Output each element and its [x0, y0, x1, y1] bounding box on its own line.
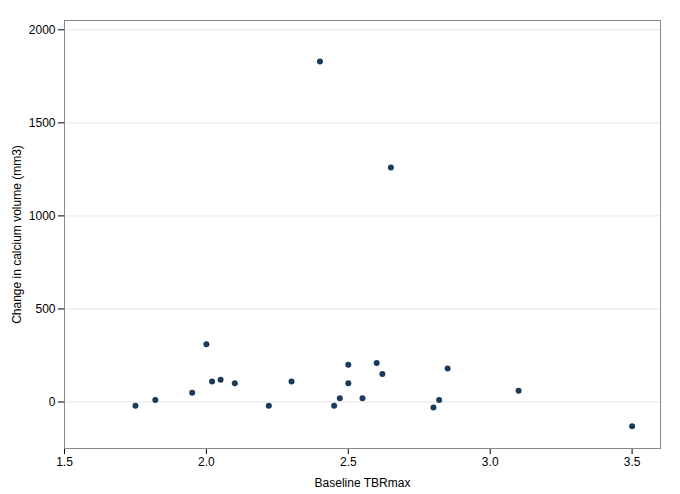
svg-text:0: 0 — [49, 395, 56, 409]
svg-text:2.0: 2.0 — [198, 455, 215, 469]
svg-text:2000: 2000 — [29, 23, 56, 37]
svg-text:Baseline TBRmax: Baseline TBRmax — [315, 476, 411, 490]
svg-text:Change in calcium volume (mm3): Change in calcium volume (mm3) — [10, 145, 24, 324]
svg-text:1500: 1500 — [29, 116, 56, 130]
svg-text:2.5: 2.5 — [340, 455, 357, 469]
svg-text:1000: 1000 — [29, 209, 56, 223]
svg-text:3.5: 3.5 — [624, 455, 641, 469]
svg-text:500: 500 — [35, 302, 55, 316]
svg-text:3.0: 3.0 — [482, 455, 499, 469]
svg-text:1.5: 1.5 — [56, 455, 73, 469]
